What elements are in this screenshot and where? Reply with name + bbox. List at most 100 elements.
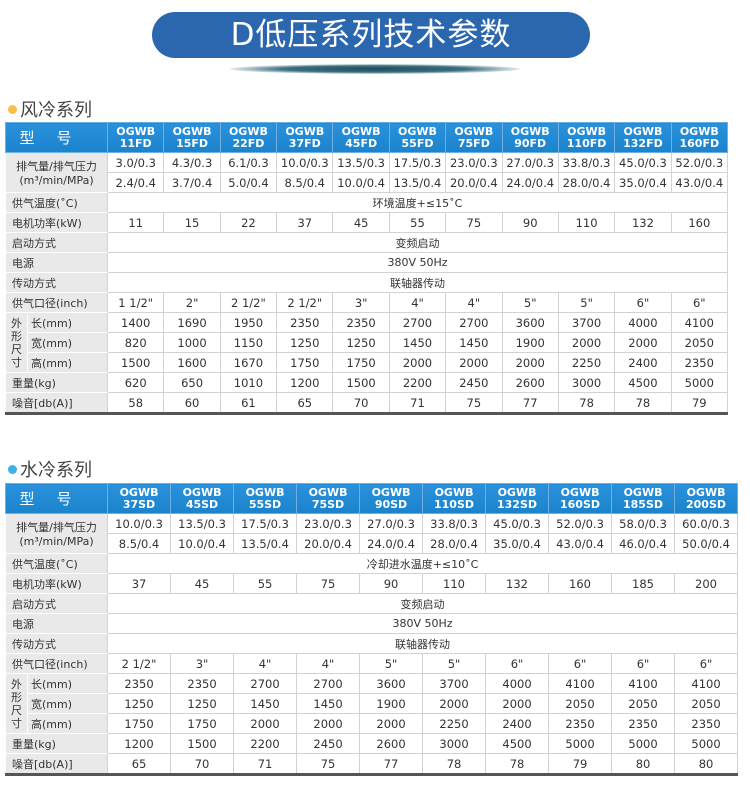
width-cell: 2050 xyxy=(548,693,613,714)
noise-cell: 79 xyxy=(670,392,728,415)
pressure-label-line: 排气量/排气压力 xyxy=(16,160,97,173)
model-name-line: 45SD xyxy=(185,497,219,511)
pressure-cell: 23.0/0.3 xyxy=(296,513,361,534)
pressure-cell: 20.0/0.4 xyxy=(296,533,361,554)
weight-cell: 2450 xyxy=(445,372,503,393)
supply-temp-value: 冷却进水温度+≤10˚C xyxy=(107,553,739,574)
supply-temp-value: 环境温度+≤15˚C xyxy=(107,192,728,213)
pressure-cell: 23.0/0.3 xyxy=(445,152,503,173)
pressure-cell: 35.0/0.4 xyxy=(485,533,550,554)
length-cell: 4000 xyxy=(614,312,672,333)
model-name-line: 15FD xyxy=(176,136,209,150)
table-row: 电源 380V 50Hz xyxy=(4,252,728,273)
width-cell: 2050 xyxy=(670,332,728,353)
width-cell: 1450 xyxy=(233,693,298,714)
model-name-line: OGWB xyxy=(560,485,600,499)
width-cell: 1450 xyxy=(296,693,361,714)
model-name-line: OGWB xyxy=(679,124,719,138)
model-header-cell: OGWB 110FD xyxy=(557,122,616,153)
pressure-cell: 17.5/0.3 xyxy=(233,513,298,534)
length-cell: 3600 xyxy=(501,312,559,333)
pressure-cell: 45.0/0.3 xyxy=(614,152,672,173)
height-cell: 1670 xyxy=(219,352,278,373)
outlet-diameter-cell: 2 1/2" xyxy=(276,292,334,313)
length-cell: 4000 xyxy=(485,673,550,694)
table-row: 排气量/排气压力 (m³/min/MPa) 10.0/0.3 13.5/0.3 17.5… xyxy=(4,513,739,554)
height-cell: 2350 xyxy=(670,352,728,373)
model-name-line: OGWB xyxy=(623,124,663,138)
model-header-cell: OGWB 110SD xyxy=(422,483,487,514)
height-cell: 2000 xyxy=(501,352,559,373)
weight-cell: 1200 xyxy=(276,372,334,393)
height-cell: 2000 xyxy=(445,352,503,373)
outlet-diameter-cell: 5" xyxy=(422,653,487,674)
pressure-label-line: (m³/min/MPa) xyxy=(19,535,94,548)
model-header-cell: OGWB 75SD xyxy=(296,483,361,514)
table-row: 型号 OGWB 37SD OGWB 45SD OGWB 55SD OGWB 75SD OGWB 90… xyxy=(4,483,739,514)
model-name-line: OGWB xyxy=(308,485,348,499)
pressure-cell: 43.0/0.4 xyxy=(548,533,613,554)
motor-power-cell: 132 xyxy=(485,573,550,594)
outlet-diameter-cell: 4" xyxy=(388,292,447,313)
table-row: 宽(mm) 820 1000 1150 1250 1250 1450 1450 1900 2000… xyxy=(6,332,728,353)
length-cell: 4100 xyxy=(611,673,676,694)
model-name-line: OGWB xyxy=(497,485,537,499)
noise-cell: 65 xyxy=(276,392,334,415)
width-cell: 1150 xyxy=(219,332,278,353)
model-name-line: 160FD xyxy=(679,136,720,150)
outlet-diameter-cell: 2 1/2" xyxy=(219,292,278,313)
length-cell: 4100 xyxy=(670,312,728,333)
model-name-line: OGWB xyxy=(245,485,285,499)
start-method-label: 启动方式 xyxy=(4,232,109,253)
table-row: 高(mm) 1500 1600 1670 1750 1750 2000 2000 2000 225… xyxy=(6,352,728,373)
outlet-diameter-cell: 5" xyxy=(557,292,616,313)
model-name-line: 90SD xyxy=(374,497,408,511)
outlet-diameter-label: 供气口径(inch) xyxy=(4,653,109,674)
width-cell: 1000 xyxy=(163,332,221,353)
noise-cell: 70 xyxy=(332,392,390,415)
length-cell: 2350 xyxy=(276,312,334,333)
height-cell: 1750 xyxy=(170,713,235,734)
model-name-line: OGWB xyxy=(623,485,663,499)
motor-power-cell: 90 xyxy=(359,573,424,594)
power-supply-value: 380V 50Hz xyxy=(107,252,728,273)
noise-cell: 75 xyxy=(296,753,361,776)
pressure-cell: 60.0/0.3 xyxy=(674,513,739,534)
width-cell: 2050 xyxy=(611,693,676,714)
model-header-cell: OGWB 132SD xyxy=(485,483,550,514)
height-cell: 2000 xyxy=(388,352,447,373)
model-name-line: 132FD xyxy=(623,136,663,150)
table-row: 供气温度(˚C) 环境温度+≤15˚C xyxy=(4,192,728,213)
pressure-cell: 24.0/0.4 xyxy=(501,172,559,193)
model-name-line: 110FD xyxy=(566,136,607,150)
model-header-cell: OGWB 37SD xyxy=(107,483,172,514)
model-name-line: OGWB xyxy=(686,485,726,499)
weight-cell: 1010 xyxy=(219,372,278,393)
model-name-line: 75SD xyxy=(311,497,345,511)
blue-dot-icon xyxy=(8,464,17,474)
model-name-line: OGWB xyxy=(434,485,474,499)
outlet-diameter-cell: 6" xyxy=(611,653,676,674)
height-cell: 2000 xyxy=(233,713,298,734)
model-header-cell: OGWB 160FD xyxy=(670,122,728,153)
model-header-cell: OGWB 200SD xyxy=(674,483,739,514)
width-cell: 1250 xyxy=(107,693,172,714)
model-name-line: 55FD xyxy=(401,136,434,150)
motor-power-cell: 37 xyxy=(276,212,334,233)
width-label: 宽(mm) xyxy=(26,332,109,353)
outlet-diameter-cell: 5" xyxy=(359,653,424,674)
model-name-line: 90FD xyxy=(514,136,547,150)
motor-power-cell: 22 xyxy=(219,212,278,233)
table-row: 宽(mm) 1250 1250 1450 1450 1900 2000 2000 2050 205… xyxy=(6,693,739,714)
start-method-value: 变频启动 xyxy=(107,232,728,253)
model-name-line: 75FD xyxy=(457,136,490,150)
pressure-cell: 3.7/0.4 xyxy=(163,172,221,193)
model-header-cell: OGWB 22FD xyxy=(219,122,278,153)
pressure-cell: 10.0/0.4 xyxy=(170,533,235,554)
dimensions-label: 外形尺寸 xyxy=(5,673,28,734)
table-row: 电机功率(kW) 11 15 22 37 45 55 75 90 110 132 160 xyxy=(4,212,728,233)
supply-temp-label: 供气温度(˚C) xyxy=(4,553,109,574)
weight-cell: 4500 xyxy=(614,372,672,393)
length-cell: 1400 xyxy=(107,312,165,333)
height-cell: 2400 xyxy=(614,352,672,373)
